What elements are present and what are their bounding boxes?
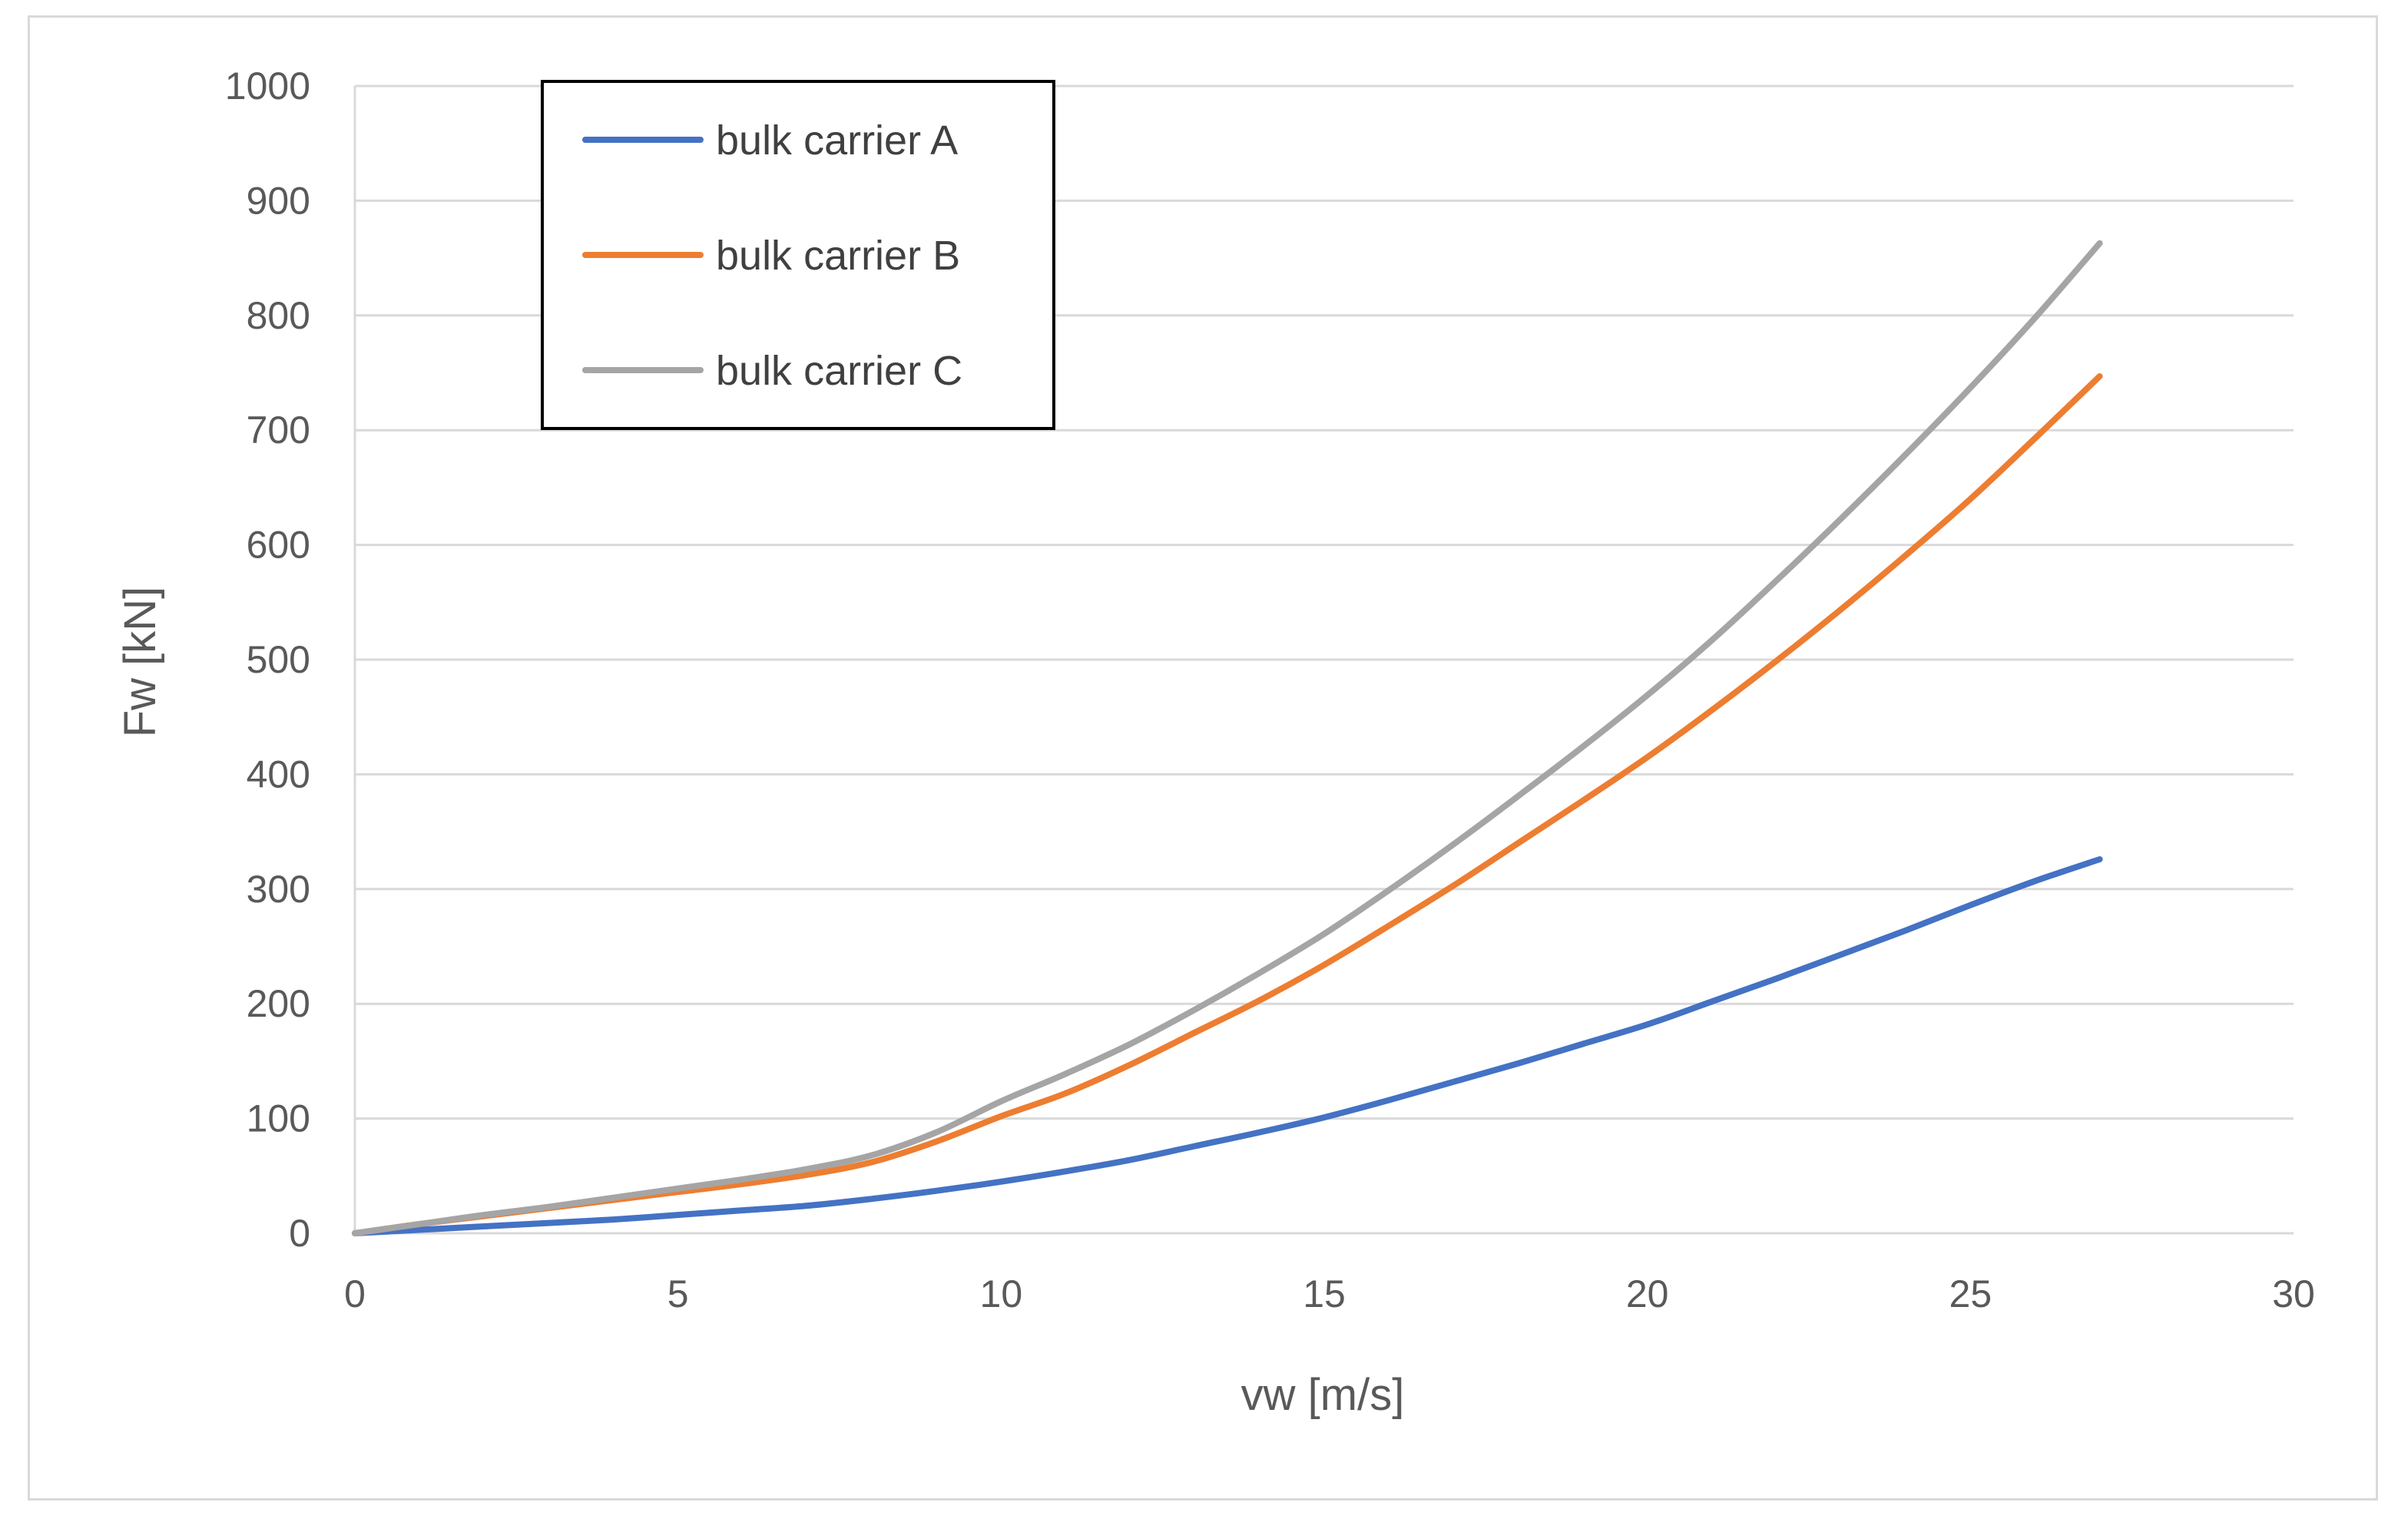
y-tick-label: 900 [247,179,310,222]
y-tick-label: 0 [289,1212,310,1255]
series-lines [352,240,2103,1236]
x-axis-title: vw [m/s] [1241,1370,1405,1420]
x-tick-label: 30 [2272,1272,2315,1315]
legend-label-bulk-carrier-c: bulk carrier C [716,348,962,394]
x-axis-tick-labels: 0 5 10 15 20 25 30 [344,1272,2315,1315]
chart-frame [28,15,2378,1500]
legend-label-bulk-carrier-b: bulk carrier B [716,233,960,279]
legend-label-bulk-carrier-a: bulk carrier A [716,117,958,164]
x-tick-label: 0 [344,1272,366,1315]
x-tick-label: 15 [1303,1272,1346,1315]
y-tick-label: 700 [247,409,310,452]
y-tick-label: 400 [247,753,310,796]
y-tick-label: 1000 [225,65,310,108]
y-axis-tick-labels: 0 100 200 300 400 500 600 700 800 900 1000 [225,65,310,1255]
x-tick-label: 25 [1949,1272,1992,1315]
series-line-bulk-carrier-b [352,373,2103,1236]
y-axis-title: Fw [kN] [115,587,165,738]
x-tick-label: 5 [667,1272,689,1315]
series-line-bulk-carrier-c [352,240,2103,1236]
legend-items: bulk carrier A bulk carrier B bulk carrier… [582,117,962,394]
y-tick-label: 100 [247,1097,310,1140]
x-tick-label: 20 [1626,1272,1669,1315]
y-tick-label: 500 [247,638,310,681]
y-tick-label: 300 [247,868,310,911]
y-tick-label: 200 [247,982,310,1025]
legend: bulk carrier A bulk carrier B bulk carrier… [541,80,1055,430]
series-line-bulk-carrier-a [352,856,2103,1236]
x-tick-label: 10 [980,1272,1023,1315]
y-tick-label: 800 [247,294,310,337]
y-tick-label: 600 [247,524,310,567]
